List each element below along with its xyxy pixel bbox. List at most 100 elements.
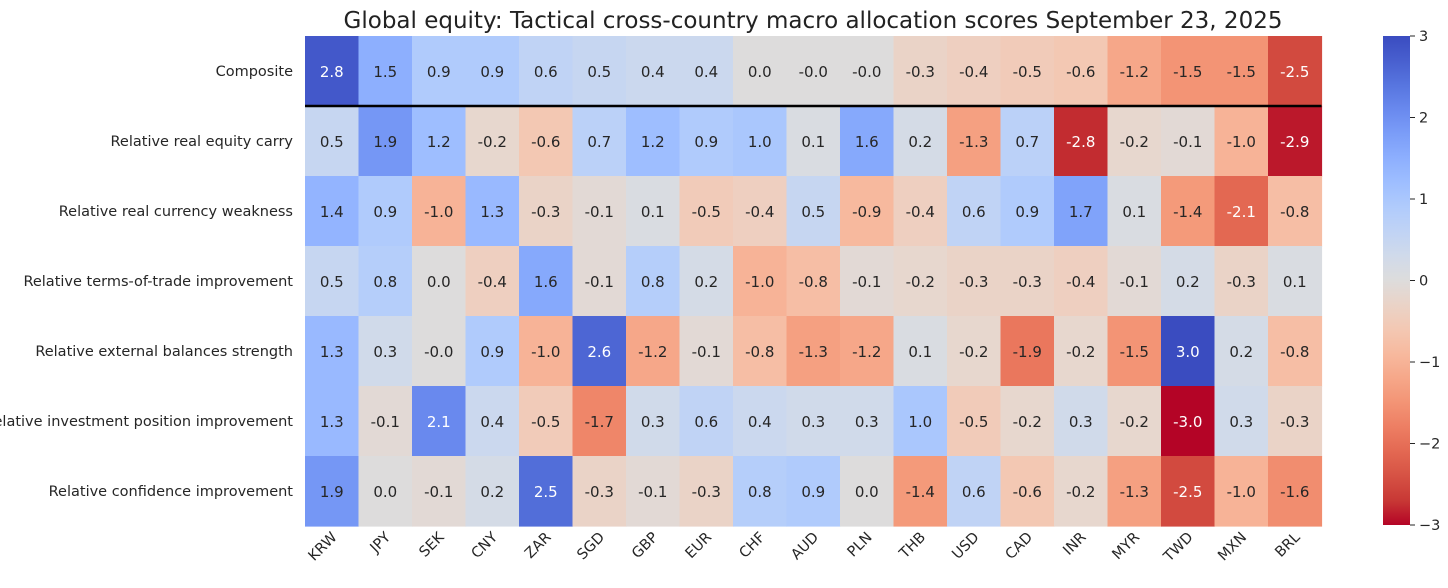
cell-value-label: 3.0 <box>1176 343 1200 361</box>
heatmap-cell <box>412 176 467 247</box>
heatmap-cell <box>572 246 627 317</box>
row-label: Relative terms-of-trade improvement <box>23 274 293 290</box>
cell-value-label: -3.0 <box>1173 413 1202 431</box>
cell-value-label: 1.4 <box>320 203 344 221</box>
cell-value-label: 0.2 <box>480 483 504 501</box>
heatmap-cell <box>358 106 413 177</box>
cell-value-label: 0.5 <box>320 133 344 151</box>
heatmap-cell <box>679 316 734 387</box>
cell-value-label: -0.8 <box>1280 343 1309 361</box>
heatmap-cell <box>1161 386 1216 457</box>
heatmap-cell <box>572 176 627 247</box>
colorbar-tick-label: 0 <box>1419 274 1428 290</box>
heatmap-cell <box>519 316 574 387</box>
heatmap-cell <box>840 176 895 247</box>
cell-value-label: -0.5 <box>1013 63 1042 81</box>
heatmap-cell <box>305 176 360 247</box>
heatmap-cell <box>1000 246 1055 317</box>
heatmap-cell <box>1107 246 1162 317</box>
cell-value-label: -0.0 <box>424 343 453 361</box>
heatmap-cell <box>519 106 574 177</box>
cell-value-label: 0.9 <box>427 63 451 81</box>
cell-value-label: 2.6 <box>587 343 611 361</box>
heatmap-cell <box>1000 456 1055 527</box>
cell-value-label: -0.5 <box>692 203 721 221</box>
heatmap-cell <box>358 316 413 387</box>
cell-value-label: 0.6 <box>962 203 986 221</box>
cell-value-label: 0.1 <box>1283 273 1307 291</box>
cell-value-label: -0.3 <box>585 483 614 501</box>
cell-value-label: -0.6 <box>531 133 560 151</box>
cell-value-label: -0.2 <box>906 273 935 291</box>
heatmap-cell <box>1107 386 1162 457</box>
cell-value-label: 1.0 <box>908 413 932 431</box>
heatmap-cell <box>786 176 841 247</box>
heatmap-cell <box>358 386 413 457</box>
heatmap-cell <box>519 36 574 107</box>
cell-value-label: 0.1 <box>801 133 825 151</box>
heatmap-cell <box>1107 106 1162 177</box>
heatmap-cell <box>572 106 627 177</box>
column-label: INR <box>1060 530 1089 559</box>
heatmap-cell <box>412 386 467 457</box>
column-label: EUR <box>683 530 715 562</box>
cell-value-label: -0.1 <box>692 343 721 361</box>
heatmap-cell <box>1054 316 1109 387</box>
heatmap-cell <box>840 456 895 527</box>
row-label: Relative confidence improvement <box>49 484 294 500</box>
heatmap-cell <box>1000 386 1055 457</box>
heatmap-cell <box>840 106 895 177</box>
cell-value-label: 0.5 <box>587 63 611 81</box>
colorbar <box>1383 36 1410 525</box>
cell-value-label: -0.8 <box>1280 203 1309 221</box>
cell-value-label: -0.3 <box>906 63 935 81</box>
cell-value-label: -1.2 <box>1120 63 1149 81</box>
heatmap-cell <box>893 36 948 107</box>
cell-value-label: -0.0 <box>852 63 881 81</box>
heatmap-cell <box>305 316 360 387</box>
cell-value-label: 0.6 <box>534 63 558 81</box>
heatmap-cell <box>1214 456 1269 527</box>
cell-value-label: -1.0 <box>531 343 560 361</box>
cell-value-label: 0.3 <box>855 413 879 431</box>
heatmap-cell <box>626 456 681 527</box>
heatmap-cell <box>786 456 841 527</box>
cell-value-label: -0.8 <box>799 273 828 291</box>
cell-value-label: 0.9 <box>801 483 825 501</box>
cell-value-labels: 2.8 1.5 0.9 0.9 0.6 0.5 0.4 0.4 0.0 -0.0 -0.0 -0.3 -… <box>320 63 1310 501</box>
cell-value-label: -2.9 <box>1280 133 1309 151</box>
heatmap-cell <box>465 176 520 247</box>
cell-value-label: -2.8 <box>1066 133 1095 151</box>
cell-value-label: -0.9 <box>852 203 881 221</box>
cell-value-label: -1.3 <box>799 343 828 361</box>
column-label: MXN <box>1215 530 1250 565</box>
heatmap-cell <box>626 106 681 177</box>
cell-value-label: -0.6 <box>1066 63 1095 81</box>
cell-value-label: 0.9 <box>373 203 397 221</box>
cell-value-label: -2.1 <box>1227 203 1256 221</box>
cell-value-label: 0.4 <box>748 413 772 431</box>
heatmap-cell <box>1161 316 1216 387</box>
cell-value-label: -0.2 <box>478 133 507 151</box>
heatmap-cell <box>305 246 360 317</box>
cell-value-label: -0.0 <box>799 63 828 81</box>
column-label: CNY <box>469 529 502 562</box>
heatmap-cell <box>840 316 895 387</box>
heatmap-cell <box>733 456 788 527</box>
heatmap-cell <box>1161 246 1216 317</box>
cell-value-label: -0.1 <box>371 413 400 431</box>
column-label: SGD <box>574 530 608 564</box>
cell-value-label: 0.2 <box>1176 273 1200 291</box>
cell-value-label: -0.5 <box>531 413 560 431</box>
cell-value-label: 1.7 <box>1069 203 1093 221</box>
column-label: CHF <box>736 530 768 562</box>
cell-value-label: -0.1 <box>424 483 453 501</box>
heatmap-cell <box>947 246 1002 317</box>
cell-value-label: 1.9 <box>373 133 397 151</box>
heatmap-cell <box>358 176 413 247</box>
heatmap-cell <box>893 106 948 177</box>
cell-value-label: -0.2 <box>959 343 988 361</box>
cell-value-label: 0.5 <box>801 203 825 221</box>
column-label: THB <box>896 530 929 563</box>
heatmap-cell <box>893 176 948 247</box>
